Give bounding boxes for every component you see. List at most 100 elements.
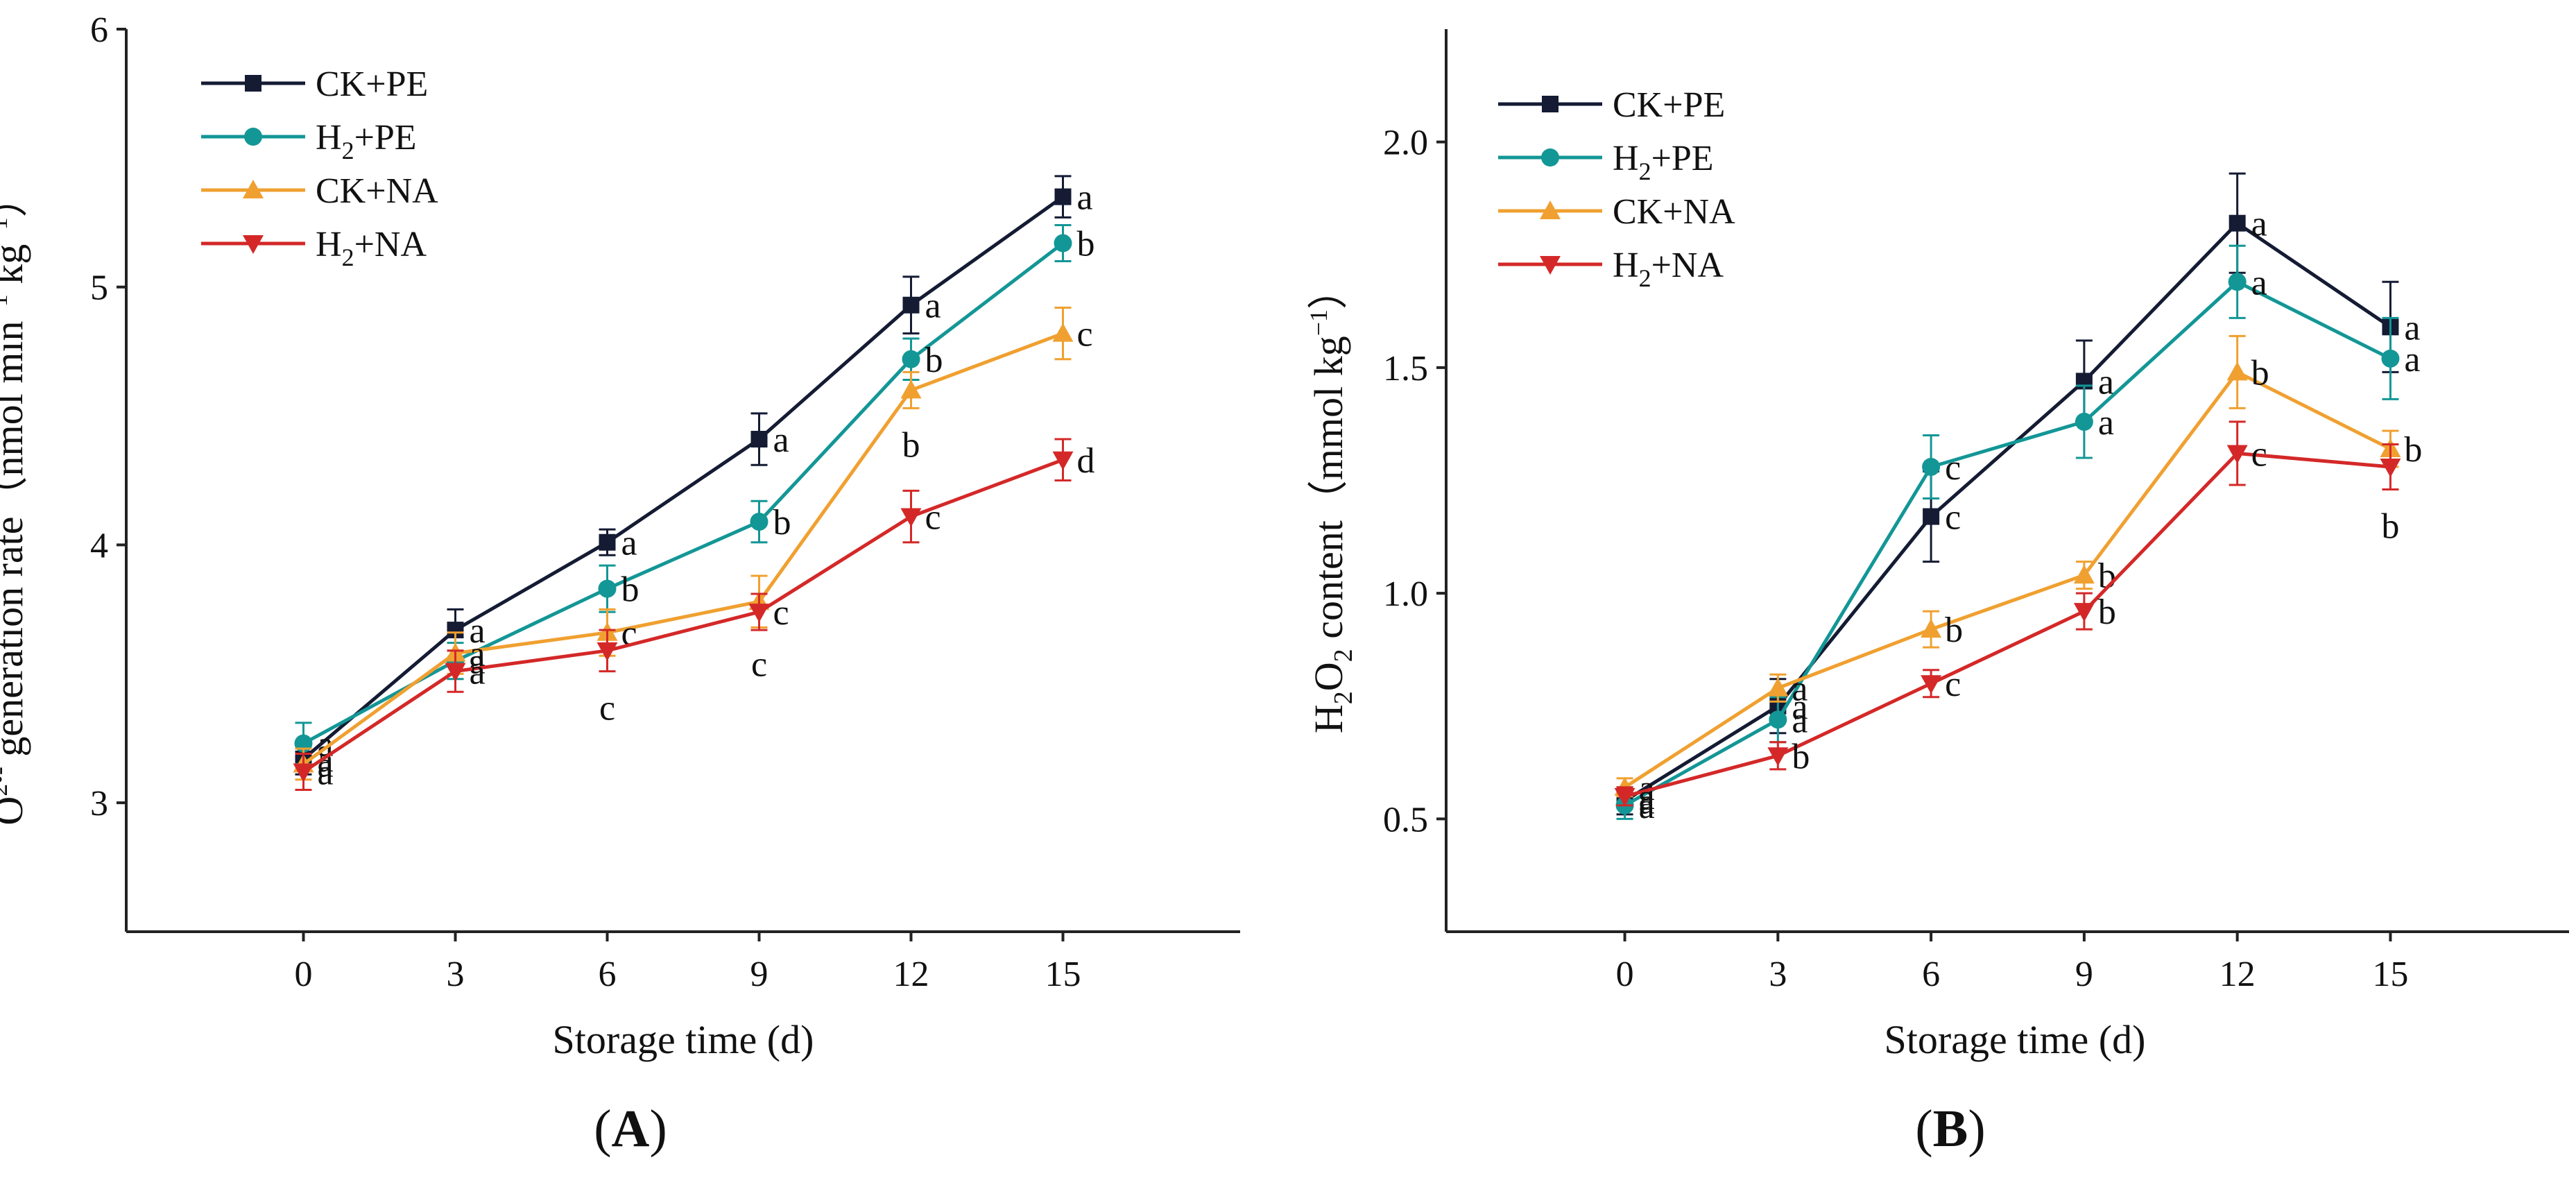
data-point <box>1054 188 1072 205</box>
data-point <box>1922 457 1941 476</box>
significance-letter: b <box>2098 592 2116 632</box>
legend-label: CK+PE <box>316 65 428 104</box>
y-tick-label: 2.0 <box>1383 123 1428 163</box>
significance-letter: a <box>2251 205 2267 244</box>
x-axis-title: Storage time (d) <box>1884 1017 2146 1062</box>
significance-letter: b <box>621 570 639 610</box>
significance-letter: b <box>2381 507 2399 547</box>
significance-letter: c <box>1945 448 1961 488</box>
x-tick-label: 12 <box>2219 955 2256 994</box>
significance-letter: c <box>1077 315 1093 355</box>
significance-letter: b <box>1945 611 1963 650</box>
significance-letter: b <box>902 425 920 465</box>
significance-letter: c <box>1945 498 1961 538</box>
significance-letter: a <box>2404 308 2420 348</box>
data-point <box>596 642 618 661</box>
chart-panel-a: 3 4 5 6 0 3 6 9 12 15 Storage time (d) O2•- generat… <box>0 10 1240 1158</box>
significance-letter: c <box>925 498 941 538</box>
significance-letter: b <box>925 341 943 380</box>
panel-label: (A) <box>594 1100 667 1158</box>
data-point <box>2380 458 2401 477</box>
significance-letter: c <box>773 593 789 633</box>
legend-marker <box>245 75 261 92</box>
x-axis-title: Storage time (d) <box>553 1017 814 1062</box>
y-tick-label: 1.5 <box>1383 349 1428 389</box>
x-tick-label: 15 <box>2372 955 2408 994</box>
x-tick-label: 6 <box>599 955 617 994</box>
significance-letter: a <box>1639 778 1655 817</box>
series-line <box>302 195 1064 760</box>
y-axis-title: O2•- generation rate（nmol min−1 kg−1） <box>0 177 31 825</box>
data-point <box>598 579 617 598</box>
data-point <box>1052 451 1074 470</box>
legend-label: CK+NA <box>1613 192 1735 232</box>
x-tick-label: 9 <box>750 955 768 994</box>
panel-label: (B) <box>1915 1100 1985 1158</box>
data-point <box>1921 675 1942 694</box>
data-point <box>900 508 922 527</box>
significance-letter: a <box>1639 769 1655 808</box>
legend-label: CK+NA <box>316 171 438 211</box>
significance-letter: a <box>2404 340 2420 379</box>
legend-marker <box>1540 200 1561 219</box>
significance-letter: b <box>2251 353 2269 393</box>
legend-marker <box>243 180 264 198</box>
significance-letter: a <box>2251 263 2267 302</box>
series-line <box>302 332 1064 766</box>
x-tick-label: 0 <box>1616 955 1634 994</box>
data-point <box>1767 677 1789 697</box>
data-point <box>2381 349 2400 368</box>
legend-marker <box>1542 96 1559 112</box>
significance-letter: c <box>599 689 615 728</box>
series-line <box>1624 221 2392 803</box>
data-point <box>1054 234 1072 253</box>
data-point <box>1052 323 1074 342</box>
significance-letter: a <box>1792 688 1808 727</box>
series-line <box>1624 280 2392 808</box>
data-point <box>750 512 768 531</box>
significance-letter: a <box>1077 178 1093 218</box>
legend-label: CK+PE <box>1613 85 1725 125</box>
data-point <box>599 533 616 551</box>
x-tick-label: 12 <box>893 955 929 994</box>
x-tick-label: 0 <box>295 955 313 994</box>
legend-label: H2+PE <box>1613 139 1714 185</box>
significance-letter: a <box>2098 403 2114 443</box>
legend-marker <box>1540 256 1561 275</box>
x-tick-label: 9 <box>2075 955 2093 994</box>
significance-letter: a <box>318 753 334 793</box>
legend-marker <box>243 235 264 254</box>
legend-marker <box>244 128 262 146</box>
data-point <box>748 604 770 623</box>
x-tick-label: 3 <box>447 955 465 994</box>
y-tick-label: 1.0 <box>1383 574 1428 614</box>
significance-letter: b <box>1792 737 1810 776</box>
data-point <box>2228 273 2247 291</box>
series-line <box>1624 370 2392 789</box>
significance-letter: b <box>773 503 791 543</box>
significance-letter: a <box>1639 787 1655 826</box>
significance-letter: b <box>2404 430 2422 470</box>
data-point <box>750 431 768 448</box>
legend-marker <box>1541 148 1559 167</box>
x-tick-label: 3 <box>1769 955 1787 994</box>
data-point <box>293 763 314 783</box>
significance-letter: a <box>470 653 486 692</box>
data-point <box>2073 603 2095 622</box>
significance-letter: a <box>2098 362 2114 402</box>
significance-letter: a <box>773 420 789 460</box>
significance-letter: a <box>470 635 486 674</box>
y-tick-label: 4 <box>90 526 108 565</box>
series-line <box>302 241 1065 745</box>
legend-label: H2+PE <box>316 118 417 164</box>
data-point <box>902 296 920 314</box>
significance-letter: a <box>470 611 486 651</box>
significance-letter: c <box>751 645 767 684</box>
